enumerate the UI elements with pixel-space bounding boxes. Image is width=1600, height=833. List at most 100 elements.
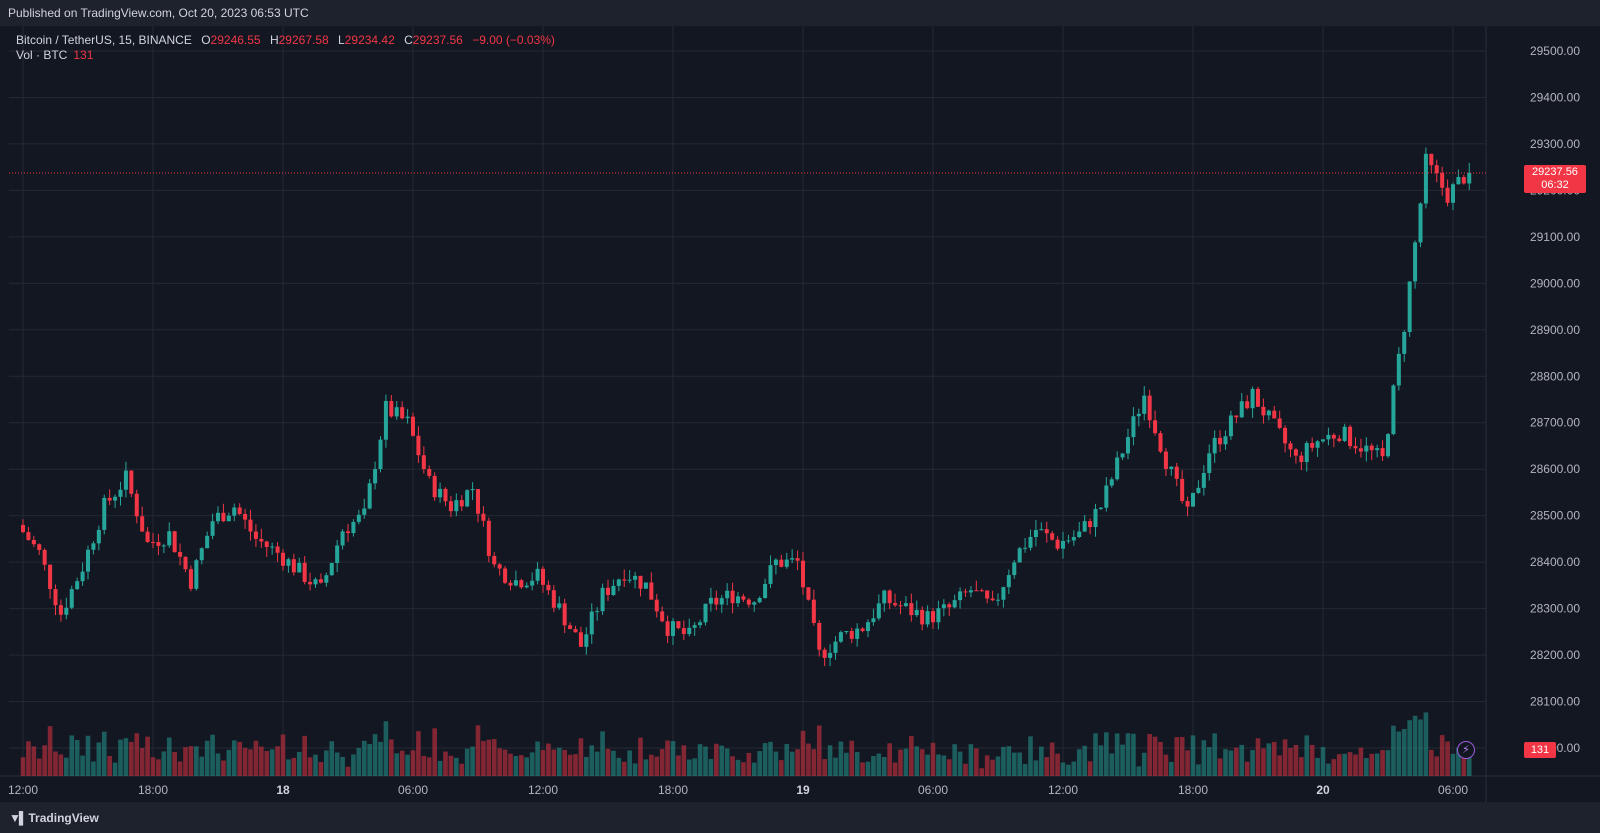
candle[interactable] (1163, 448, 1168, 477)
candlestick-chart[interactable]: 29500.0029400.0029300.0029200.0029100.00… (0, 26, 1600, 802)
candle[interactable] (291, 553, 296, 576)
candle[interactable] (800, 551, 806, 595)
candle[interactable] (1407, 281, 1412, 337)
candle[interactable] (253, 524, 258, 547)
candle[interactable] (638, 575, 643, 597)
candle[interactable] (1071, 530, 1076, 546)
candle[interactable] (795, 550, 800, 570)
candle[interactable] (443, 487, 448, 507)
candle[interactable] (1044, 521, 1049, 543)
candle[interactable] (893, 593, 898, 607)
candle[interactable] (806, 587, 811, 601)
candle[interactable] (210, 513, 215, 540)
candle-series[interactable] (20, 147, 1472, 667)
candle[interactable] (519, 578, 524, 589)
candle[interactable] (150, 533, 156, 549)
candle[interactable] (968, 586, 973, 598)
candle[interactable] (481, 506, 486, 527)
candle[interactable] (1125, 428, 1131, 460)
candle[interactable] (676, 621, 681, 630)
candle[interactable] (882, 589, 887, 612)
candle[interactable] (985, 590, 990, 604)
candle[interactable] (183, 556, 188, 573)
candle[interactable] (1001, 586, 1006, 608)
candle[interactable] (313, 577, 318, 588)
candle[interactable] (1006, 569, 1011, 595)
candle[interactable] (1077, 521, 1082, 538)
candle[interactable] (660, 606, 665, 623)
candle[interactable] (1391, 384, 1396, 436)
candle[interactable] (1369, 443, 1374, 461)
candle[interactable] (26, 526, 31, 541)
lightning-icon[interactable]: ⚡ (1457, 741, 1475, 759)
candle[interactable] (568, 622, 573, 630)
candle[interactable] (698, 619, 703, 629)
candle[interactable] (1304, 441, 1309, 472)
candle[interactable] (373, 461, 378, 490)
candle[interactable] (790, 549, 795, 564)
candle[interactable] (687, 618, 692, 637)
candle[interactable] (199, 547, 204, 565)
candle[interactable] (1228, 410, 1233, 440)
candle[interactable] (438, 482, 443, 503)
candle[interactable] (1082, 514, 1087, 532)
candle[interactable] (763, 578, 768, 599)
candle[interactable] (318, 573, 323, 584)
candle[interactable] (237, 503, 242, 516)
candle[interactable] (1418, 202, 1423, 248)
candle[interactable] (1147, 389, 1152, 429)
candle[interactable] (1467, 162, 1472, 191)
candle[interactable] (113, 494, 118, 509)
candle[interactable] (833, 636, 838, 660)
candle[interactable] (1423, 147, 1428, 209)
candle[interactable] (1429, 153, 1434, 174)
candle[interactable] (1456, 169, 1461, 185)
candle[interactable] (1223, 430, 1228, 450)
candle[interactable] (828, 644, 833, 667)
candle[interactable] (221, 503, 226, 523)
candle[interactable] (465, 489, 470, 508)
candle[interactable] (140, 506, 145, 532)
candle[interactable] (1461, 174, 1466, 185)
price-axis[interactable]: 29500.0029400.0029300.0029200.0029100.00… (1530, 44, 1580, 755)
candle[interactable] (378, 436, 383, 473)
candle[interactable] (963, 588, 968, 597)
candle[interactable] (595, 607, 600, 621)
candle[interactable] (936, 600, 941, 630)
candle[interactable] (302, 556, 307, 585)
candle[interactable] (1326, 427, 1331, 446)
candle[interactable] (1196, 480, 1201, 494)
candle[interactable] (665, 615, 670, 644)
candle[interactable] (703, 603, 708, 626)
candle[interactable] (1283, 425, 1288, 453)
candle[interactable] (1375, 444, 1380, 458)
candle[interactable] (1450, 182, 1456, 211)
candle[interactable] (990, 590, 995, 602)
candle[interactable] (1169, 466, 1174, 476)
candle[interactable] (1250, 386, 1255, 418)
candle[interactable] (1288, 440, 1293, 458)
candle[interactable] (400, 401, 405, 420)
candle[interactable] (1348, 424, 1353, 450)
candle[interactable] (1185, 496, 1190, 517)
candle[interactable] (540, 566, 546, 593)
candle[interactable] (708, 587, 713, 612)
candle[interactable] (42, 548, 47, 571)
candle[interactable] (1272, 405, 1277, 419)
candle[interactable] (584, 627, 589, 655)
candle[interactable] (69, 585, 74, 610)
candle[interactable] (1255, 386, 1261, 407)
candle[interactable] (1066, 534, 1071, 544)
candle[interactable] (757, 596, 762, 604)
candle[interactable] (1109, 476, 1114, 488)
candle[interactable] (475, 489, 481, 523)
candle[interactable] (205, 531, 210, 549)
candle[interactable] (1299, 451, 1304, 471)
candle[interactable] (1218, 430, 1223, 452)
candle[interactable] (643, 582, 648, 589)
candle[interactable] (1353, 437, 1358, 454)
candle[interactable] (1364, 437, 1369, 462)
candle[interactable] (735, 591, 741, 608)
candle[interactable] (898, 601, 903, 615)
candle[interactable] (752, 601, 757, 612)
